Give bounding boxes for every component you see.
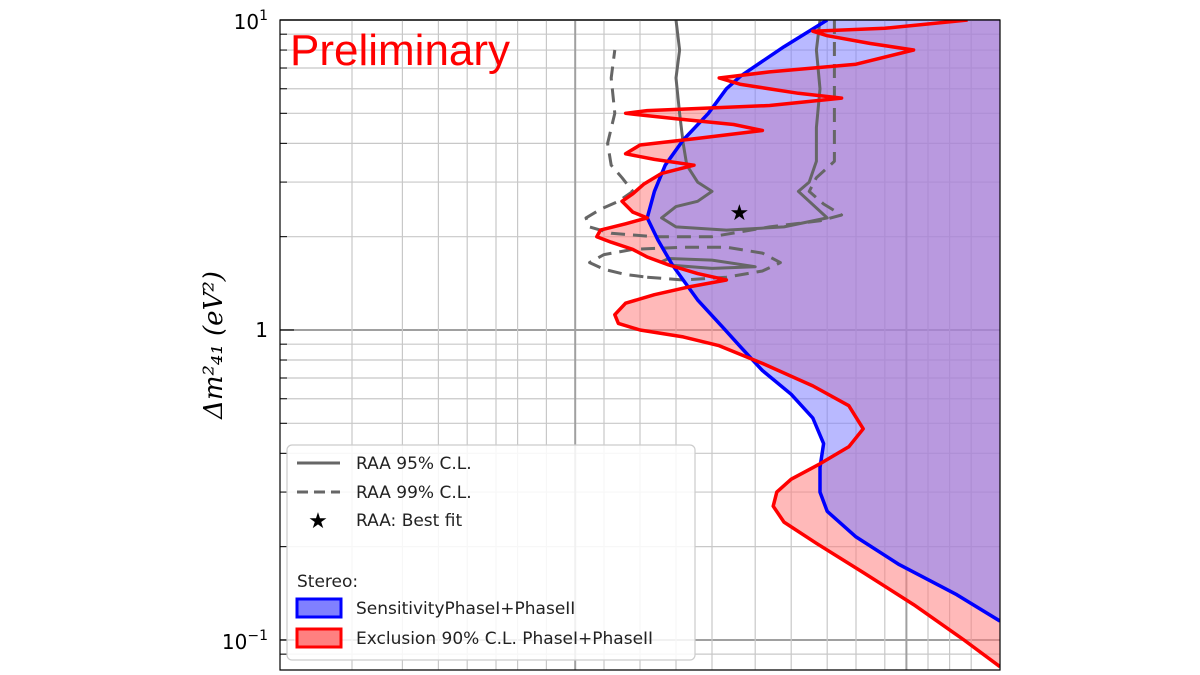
- legend-swatch-sensitivity: [295, 597, 343, 619]
- sensitivity-curve: [645, 20, 1000, 623]
- y-tick-label: 10−1: [222, 628, 268, 654]
- legend-group-title: Stereo:: [297, 572, 358, 592]
- best-fit-star-marker: ★: [729, 201, 749, 226]
- data-layer: ★: [584, 20, 1000, 669]
- legend-label-exclusion: Exclusion 90% C.L. PhaseI+PhaseII: [356, 629, 653, 649]
- legend-label-raa-99: RAA 99% C.L.: [356, 483, 472, 503]
- legend-box: [286, 444, 696, 661]
- legend-label-sensitivity: SensitivityPhaseI+PhaseII: [356, 599, 575, 619]
- legend-star-icon: ★: [308, 509, 328, 534]
- plot-frame: [279, 19, 1001, 671]
- sensitivity-fill-region: [647, 20, 1000, 622]
- legend: RAA 95% C.L. RAA 99% C.L. ★ RAA: Best fi…: [286, 444, 696, 661]
- y-tick-label: 1: [255, 318, 268, 342]
- legend-swatch-exclusion: [295, 627, 343, 649]
- raa-95-contour-0: [660, 20, 829, 232]
- preliminary-annotation: Preliminary: [290, 26, 510, 75]
- legend-label-raa-95: RAA 95% C.L.: [356, 454, 472, 474]
- legend-label-best-fit: RAA: Best fit: [356, 511, 462, 531]
- y-axis-ticks: 101 1 10−1: [222, 8, 294, 671]
- raa-99-contour-0: [584, 20, 844, 239]
- exclusion-curve: [595, 20, 1000, 669]
- y-tick-label: 101: [234, 8, 268, 34]
- y-axis-label: Δm²₄₁ (eV²): [199, 271, 229, 420]
